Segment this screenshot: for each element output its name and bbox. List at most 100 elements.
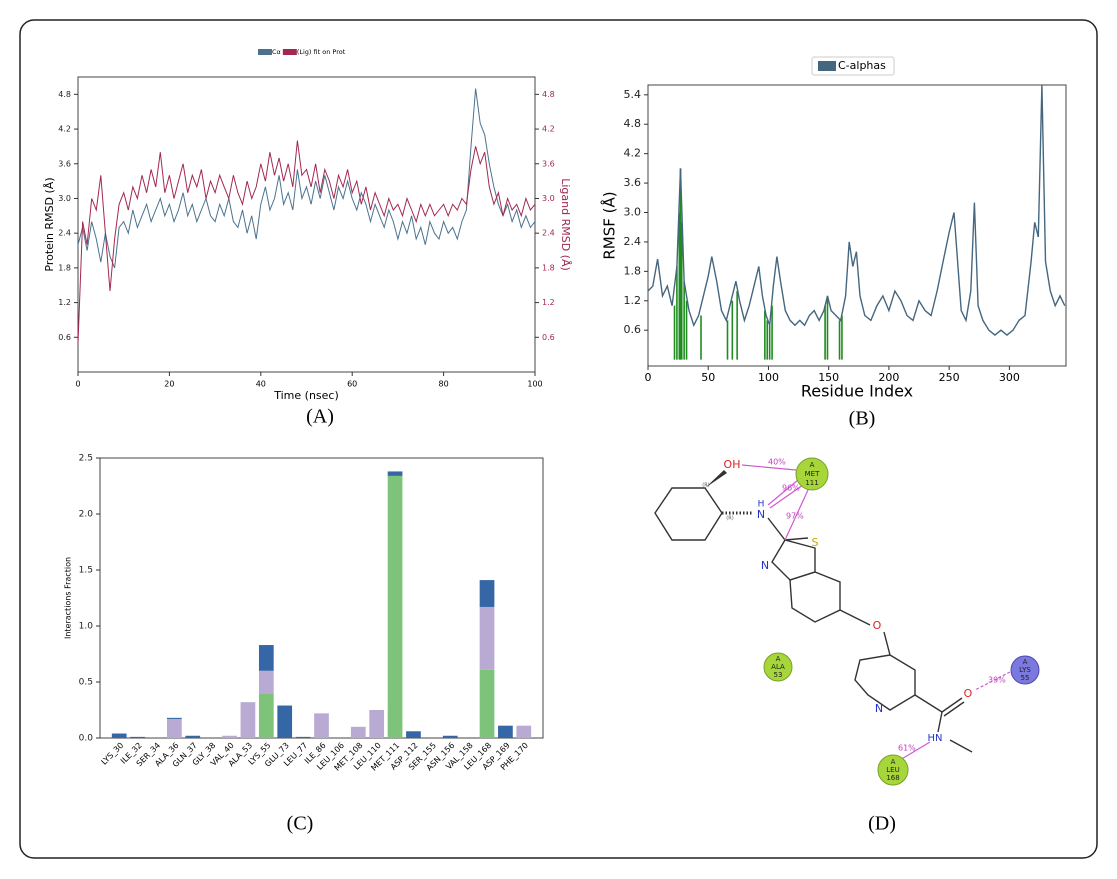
legend-label: C-alphas <box>838 59 886 72</box>
atom-label: O <box>964 687 973 700</box>
atom-label: N <box>761 559 769 572</box>
x-tick-label: 60 <box>347 380 357 389</box>
x-tick-label: 50 <box>701 371 715 384</box>
bond <box>839 609 871 626</box>
residue-circle <box>795 457 829 491</box>
wedge-bond <box>705 470 727 488</box>
legend-label: Cα <box>272 48 281 56</box>
residue-circle <box>1010 655 1040 685</box>
series-line <box>647 84 1066 337</box>
bar-segment <box>185 735 201 738</box>
pyridine <box>854 654 916 711</box>
x-tick-label: 80 <box>439 380 449 389</box>
atom-label: N <box>875 702 883 715</box>
y-axis-label: Interactions Fraction <box>64 557 73 639</box>
series-line <box>77 140 536 344</box>
bar-segment <box>350 726 366 738</box>
plot-frame <box>99 457 544 739</box>
interaction-line <box>899 741 931 761</box>
y-tick-label: 1.8 <box>58 263 71 272</box>
figure-border <box>19 19 1098 859</box>
bar-segment <box>240 702 256 738</box>
x-tick-label: 250 <box>939 371 960 384</box>
y-tick-label: 3.0 <box>542 194 555 203</box>
y-tick-label: 1.8 <box>542 263 555 272</box>
x-tick-label: 100 <box>758 371 779 384</box>
x-tick-label: 0 <box>75 380 80 389</box>
atom-label: HN <box>928 733 943 744</box>
residue: A MET 111 <box>795 457 829 491</box>
caption: (C) <box>287 813 314 835</box>
residue-chain: A <box>1023 658 1028 666</box>
atom-label: N <box>757 508 765 521</box>
x-tick-label: 100 <box>527 380 542 389</box>
y-tick-label: 4.2 <box>624 147 642 160</box>
y-tick-label: 4.2 <box>58 125 71 134</box>
interaction-line <box>769 484 804 509</box>
bond <box>937 711 943 733</box>
interaction-label: 61% <box>898 744 916 753</box>
atom-label: H <box>758 500 765 510</box>
ligand-diagram: OH N H S N O O N HN (R) (R) 40% 96% 97% … <box>654 457 1040 786</box>
interaction-line <box>784 489 809 541</box>
residue-chain: A <box>776 655 781 663</box>
residue-number: 53 <box>774 671 783 679</box>
y-tick-label: 0.0 <box>79 734 94 744</box>
residue: A LYS 55 <box>1010 655 1040 685</box>
residue-name: LEU <box>886 766 899 774</box>
bond <box>767 517 809 541</box>
residue-circle <box>877 754 909 786</box>
bar-segment <box>277 705 293 738</box>
bar-segment <box>167 718 182 738</box>
y-tick-label: 4.2 <box>542 125 555 134</box>
bar-segment <box>203 737 219 738</box>
y-tick-label: 1.2 <box>624 294 642 307</box>
plot-frame <box>647 84 1067 367</box>
atom-label: OH <box>724 458 741 471</box>
y2-axis-label: Ligand RMSD (Å) <box>559 178 572 271</box>
bar-segment <box>314 713 329 738</box>
interaction-label: 96% <box>782 484 800 493</box>
y-tick-label: 3.6 <box>58 159 71 168</box>
bar-segment <box>258 670 274 694</box>
bar-segment <box>442 735 458 738</box>
x-axis-label: Residue Index <box>801 382 913 401</box>
y-tick-label: 2.0 <box>79 510 94 520</box>
stereo-label: (R) <box>702 483 709 489</box>
bar-segment <box>167 717 182 719</box>
bar-segment <box>295 736 311 738</box>
atom-label: S <box>812 536 819 549</box>
residue: A LEU 168 <box>877 754 909 786</box>
residue-name: ALA <box>771 663 785 671</box>
y-tick-label: 2.4 <box>624 235 642 248</box>
plot-frame <box>77 76 536 373</box>
bond <box>949 739 973 753</box>
residue-circle <box>763 652 793 682</box>
y-tick-label: 4.8 <box>58 90 71 99</box>
bar-segment <box>498 725 513 738</box>
bar-segment <box>479 606 495 670</box>
x-axis-label: Time (nsec) <box>273 389 339 402</box>
y-tick-label: 3.0 <box>624 206 642 219</box>
interaction-line <box>741 464 797 471</box>
x-tick-label: 200 <box>878 371 899 384</box>
bond <box>941 697 963 713</box>
x-tick-label: 40 <box>256 380 266 389</box>
bond <box>914 694 943 713</box>
legend-swatch <box>258 49 272 55</box>
cyclohexane <box>654 487 723 541</box>
stereo-label: (R) <box>726 516 733 522</box>
interaction-label: 40% <box>768 458 786 467</box>
interaction-line <box>767 479 799 506</box>
residue-name: MET <box>805 470 820 478</box>
y-tick-label: 2.4 <box>542 229 555 238</box>
residue-number: 111 <box>805 479 818 487</box>
x-tick-label: 150 <box>818 371 839 384</box>
residue-number: 55 <box>1021 674 1030 682</box>
y-tick-label: 3.6 <box>624 176 642 189</box>
bar-segment <box>479 580 495 607</box>
bar-segment <box>222 735 237 738</box>
interaction-label: 39% <box>988 676 1006 685</box>
bar-segment <box>369 710 385 738</box>
